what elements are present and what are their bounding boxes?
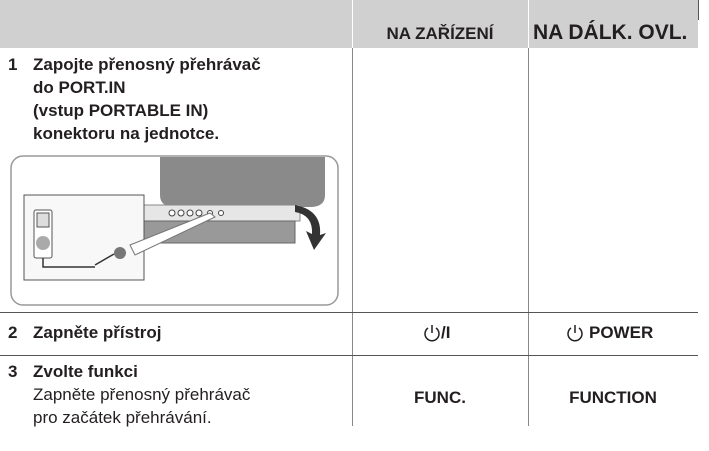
column-line [528,48,529,426]
column-line [352,48,353,426]
remote-button: FUNCTION [569,388,657,407]
illustration [10,155,339,306]
step-text: konektoru na jednotce. [33,124,220,143]
header-divider [352,0,353,48]
step-text: Zapněte přístroj [33,323,162,342]
step-text: Zapojte přenosný přehrávač [33,55,261,74]
step-text: (vstup PORTABLE IN) [33,101,209,120]
header-row [0,0,698,48]
step-number: 3 [8,362,18,381]
row-line [0,312,698,313]
step-text: do PORT.IN [33,78,126,97]
header-divider [528,0,529,48]
step-text: Zapněte přenosný přehrávač [33,385,251,404]
remote-button: POWER [589,323,654,342]
device-button: FUNC. [414,388,466,407]
row-line [0,355,698,356]
device-button: /I [441,323,451,342]
step-number: 2 [8,323,18,342]
power-icon [567,325,583,342]
header-cell: NA ZAŘÍZENÍ [386,24,494,43]
border [698,0,699,20]
step-text: Zvolte funkci [33,362,138,381]
step-text: pro začátek přehrávání. [33,408,212,427]
header-cell: NA DÁLK. OVL. [533,21,688,44]
step-number: 1 [8,55,18,74]
power-icon [424,325,440,342]
